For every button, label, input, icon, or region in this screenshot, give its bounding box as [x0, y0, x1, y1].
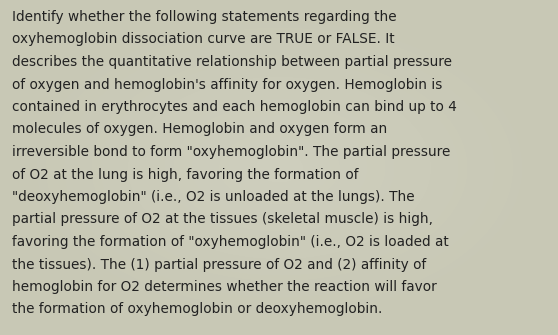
Text: contained in erythrocytes and each hemoglobin can bind up to 4: contained in erythrocytes and each hemog…	[12, 100, 457, 114]
Text: "deoxyhemoglobin" (i.e., O2 is unloaded at the lungs). The: "deoxyhemoglobin" (i.e., O2 is unloaded …	[12, 190, 415, 204]
Text: partial pressure of O2 at the tissues (skeletal muscle) is high,: partial pressure of O2 at the tissues (s…	[12, 212, 433, 226]
Text: molecules of oxygen. Hemoglobin and oxygen form an: molecules of oxygen. Hemoglobin and oxyg…	[12, 123, 387, 136]
Text: the tissues). The (1) partial pressure of O2 and (2) affinity of: the tissues). The (1) partial pressure o…	[12, 258, 426, 271]
Text: irreversible bond to form "oxyhemoglobin". The partial pressure: irreversible bond to form "oxyhemoglobin…	[12, 145, 450, 159]
Text: the formation of oxyhemoglobin or deoxyhemoglobin.: the formation of oxyhemoglobin or deoxyh…	[12, 303, 382, 317]
Text: describes the quantitative relationship between partial pressure: describes the quantitative relationship …	[12, 55, 452, 69]
Text: of O2 at the lung is high, favoring the formation of: of O2 at the lung is high, favoring the …	[12, 168, 358, 182]
Text: of oxygen and hemoglobin's affinity for oxygen. Hemoglobin is: of oxygen and hemoglobin's affinity for …	[12, 77, 442, 91]
Text: favoring the formation of "oxyhemoglobin" (i.e., O2 is loaded at: favoring the formation of "oxyhemoglobin…	[12, 235, 449, 249]
Text: Identify whether the following statements regarding the: Identify whether the following statement…	[12, 10, 397, 24]
Text: hemoglobin for O2 determines whether the reaction will favor: hemoglobin for O2 determines whether the…	[12, 280, 437, 294]
Text: oxyhemoglobin dissociation curve are TRUE or FALSE. It: oxyhemoglobin dissociation curve are TRU…	[12, 32, 395, 47]
